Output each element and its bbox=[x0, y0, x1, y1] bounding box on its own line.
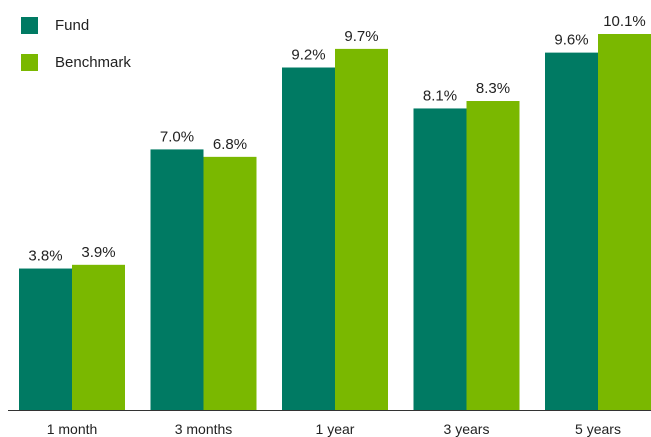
x-tick-label-3: 1 year bbox=[316, 421, 355, 437]
legend-label-benchmark: Benchmark bbox=[55, 54, 131, 71]
legend-item-fund: Fund bbox=[21, 17, 89, 34]
bar-fund-4 bbox=[413, 108, 467, 410]
x-tick-label-2: 3 months bbox=[175, 421, 233, 437]
data-label-benchmark-3: 9.7% bbox=[344, 28, 378, 45]
legend-swatch-fund bbox=[21, 17, 38, 34]
bar-benchmark-4 bbox=[466, 101, 520, 411]
bar-benchmark-5 bbox=[598, 34, 651, 410]
legend-label-fund: Fund bbox=[55, 17, 90, 34]
bar-benchmark-1 bbox=[72, 264, 125, 410]
data-label-benchmark-1: 3.9% bbox=[81, 244, 115, 261]
bar-fund-3 bbox=[282, 67, 335, 411]
bar-benchmark-3 bbox=[335, 48, 388, 411]
legend-swatch-benchmark bbox=[21, 54, 38, 71]
data-label-fund-1: 3.8% bbox=[28, 248, 62, 265]
x-tick-label-4: 3 years bbox=[444, 421, 490, 437]
data-label-benchmark-5: 10.1% bbox=[603, 13, 646, 30]
data-label-fund-2: 7.0% bbox=[160, 128, 194, 145]
legend-item-benchmark: Benchmark bbox=[21, 54, 131, 71]
bar-benchmark-2 bbox=[203, 156, 257, 410]
data-label-fund-3: 9.2% bbox=[291, 47, 325, 64]
data-label-benchmark-4: 8.3% bbox=[476, 80, 510, 97]
data-label-fund-4: 8.1% bbox=[423, 87, 457, 104]
bar-fund-5 bbox=[545, 52, 598, 410]
data-label-benchmark-2: 6.8% bbox=[213, 136, 247, 153]
x-tick-label-5: 5 years bbox=[575, 421, 621, 437]
x-tick-label-1: 1 month bbox=[47, 421, 98, 437]
data-label-fund-5: 9.6% bbox=[554, 32, 588, 49]
bar-fund-1 bbox=[19, 268, 72, 410]
bar-fund-2 bbox=[150, 149, 204, 410]
